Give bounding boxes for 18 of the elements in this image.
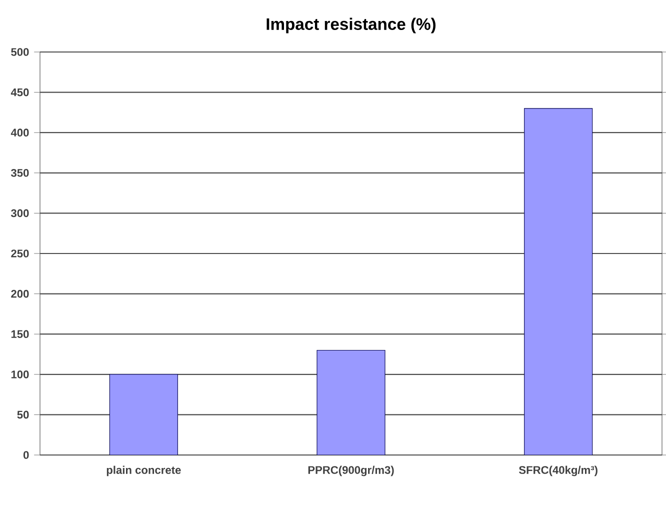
- y-tick-label: 500: [11, 48, 29, 56]
- chart-title: Impact resistance (%): [266, 18, 436, 34]
- y-tick-label: 0: [23, 451, 29, 459]
- bar: [109, 374, 178, 455]
- bar: [524, 108, 593, 455]
- bar: [316, 350, 386, 455]
- y-tick-label: 300: [10, 209, 29, 218]
- y-tick-label: 50: [17, 410, 29, 419]
- y-tick-label: 400: [10, 128, 29, 137]
- y-tick-label: 250: [11, 250, 29, 258]
- y-tick-label: 350: [10, 168, 29, 177]
- y-tick-label: 150: [11, 330, 29, 338]
- x-tick-label: SFRC(40kg/m³): [518, 466, 598, 476]
- y-tick-label: 450: [10, 88, 29, 96]
- x-tick-label: plain concrete: [106, 466, 181, 476]
- y-tick-label: 200: [11, 290, 29, 298]
- y-tick-label: 100: [11, 370, 29, 378]
- x-tick-label: PPRC(900gr/m3): [308, 466, 394, 476]
